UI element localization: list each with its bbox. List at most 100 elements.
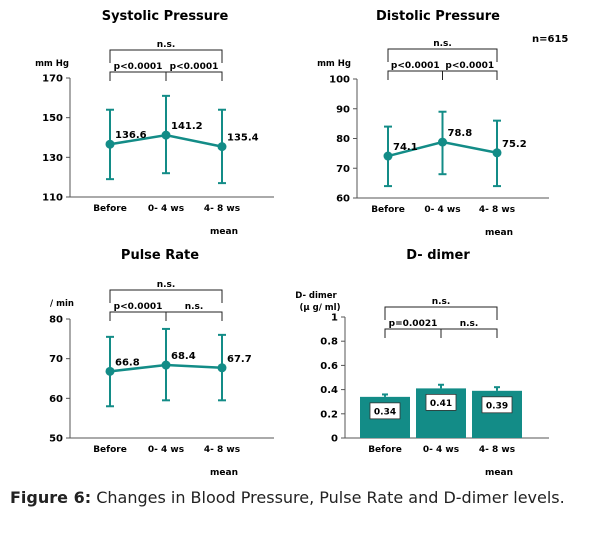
data-label: 75.2: [502, 139, 527, 150]
significance-label: n.s.: [433, 39, 452, 49]
data-label: 67.7: [227, 354, 252, 365]
significance-bracket: [165, 311, 223, 321]
data-label-box: [425, 393, 457, 411]
data-label-box: [481, 396, 513, 414]
significance-bracket: [384, 306, 498, 320]
significance-label: p<0.0001: [114, 62, 163, 72]
sample-size-label: n=615: [532, 34, 568, 45]
y-tick-label: 70: [49, 354, 63, 365]
data-label: 135.4: [227, 133, 259, 144]
y-tick-label: 80: [49, 315, 63, 326]
significance-bracket: [442, 70, 498, 80]
significance-label: n.s.: [157, 280, 176, 290]
significance-bracket: [440, 328, 498, 338]
x-axis-label: mean: [485, 228, 513, 238]
data-label: 0.39: [486, 401, 508, 411]
significance-label: n.s.: [157, 40, 176, 50]
significance-bracket: [387, 48, 498, 62]
x-tick-label: 0- 4 ws: [148, 204, 184, 214]
significance-bracket: [165, 71, 223, 81]
data-label-box: [369, 402, 401, 420]
significance-bracket: [384, 328, 442, 338]
y-tick-label: 60: [49, 394, 63, 405]
y-tick-label: 150: [42, 113, 63, 124]
x-tick-label: 4- 8 ws: [479, 445, 515, 455]
y-tick-label: 90: [336, 104, 350, 115]
y-tick-label: 100: [329, 75, 350, 86]
significance-label: n.s.: [432, 297, 451, 307]
data-label: 0.41: [430, 399, 452, 409]
data-label: 74.1: [393, 142, 418, 153]
y-axis-unit-label: (μ g/ ml): [300, 303, 341, 313]
x-tick-label: 0- 4 ws: [423, 445, 459, 455]
y-tick-label: 0.6: [320, 361, 338, 372]
data-point: [161, 130, 171, 140]
significance-bracket: [109, 289, 223, 303]
caption-text: Changes in Blood Pressure, Pulse Rate an…: [91, 488, 565, 507]
panel-systolic: Systolic Pressure mm Hg 110 130 150 170 Before…: [35, 9, 274, 237]
x-axis-label: mean: [210, 227, 238, 237]
data-point: [105, 139, 115, 149]
data-label: 141.2: [171, 121, 203, 132]
chart-title: Systolic Pressure: [102, 9, 229, 24]
panel-diastolic: Distolic Pressure mm Hg 60 70 80 90 100 Before 0…: [317, 9, 549, 238]
data-label: 68.4: [171, 351, 196, 362]
y-axis-label: / min: [50, 299, 74, 309]
y-tick-label: 130: [42, 153, 63, 164]
data-label: 66.8: [115, 357, 140, 368]
x-tick-label: 4- 8 ws: [204, 445, 240, 455]
x-axis-label: mean: [485, 468, 513, 478]
y-tick-label: 0.8: [320, 337, 338, 348]
significance-label: p<0.0001: [114, 302, 163, 312]
y-axis-label: mm Hg: [35, 59, 69, 69]
y-tick-label: 170: [42, 74, 63, 85]
panel-pulse: Pulse Rate / min 50 60 70 80 Before 0- 4 ws 4- 8…: [49, 248, 274, 478]
data-point: [105, 366, 115, 376]
data-point: [438, 137, 447, 147]
data-point: [217, 142, 227, 152]
caption-label: Figure 6:: [10, 488, 92, 507]
x-tick-label: 4- 8 ws: [479, 205, 515, 215]
significance-bracket: [109, 71, 167, 81]
data-label: 78.8: [448, 128, 473, 139]
y-tick-label: 0.2: [320, 409, 338, 420]
significance-label: n.s.: [185, 302, 204, 312]
chart-title: Pulse Rate: [121, 248, 199, 263]
data-label: 136.6: [115, 130, 147, 141]
y-tick-label: 50: [49, 434, 63, 445]
data-point: [217, 363, 227, 373]
y-tick-label: 1: [331, 313, 338, 324]
significance-label: n.s.: [460, 319, 479, 329]
x-tick-label: Before: [93, 445, 127, 455]
chart-title: Distolic Pressure: [376, 9, 500, 24]
data-label: 0.34: [374, 407, 396, 417]
panel-ddimer: D- dimer D- dimer (μ g/ ml) 0 0.2 0.4 0.6 0.8 1 B…: [295, 248, 549, 478]
x-tick-label: Before: [93, 204, 127, 214]
significance-bracket: [109, 311, 167, 321]
chart-title: D- dimer: [406, 248, 470, 263]
y-tick-label: 60: [336, 194, 350, 205]
significance-label: p<0.0001: [391, 61, 440, 71]
x-tick-label: 0- 4 ws: [424, 205, 460, 215]
x-tick-label: Before: [368, 445, 402, 455]
y-axis-label: D- dimer: [295, 291, 337, 301]
x-tick-label: 4- 8 ws: [204, 204, 240, 214]
significance-bracket: [387, 70, 443, 80]
significance-label: p=0.0021: [389, 319, 438, 329]
y-tick-label: 110: [42, 193, 63, 204]
x-tick-label: Before: [371, 205, 405, 215]
y-tick-label: 80: [336, 134, 350, 145]
y-tick-label: 0: [331, 434, 338, 445]
y-axis-label: mm Hg: [317, 59, 351, 69]
y-tick-label: 70: [336, 164, 350, 175]
data-point: [161, 360, 171, 370]
x-axis-label: mean: [210, 468, 238, 478]
y-tick-label: 0.4: [320, 385, 338, 396]
significance-label: p<0.0001: [170, 62, 219, 72]
significance-bracket: [109, 49, 223, 63]
figure-caption: Figure 6: Changes in Blood Pressure, Pul…: [10, 486, 588, 510]
x-tick-label: 0- 4 ws: [148, 445, 184, 455]
significance-label: p<0.0001: [445, 61, 494, 71]
data-point: [383, 151, 393, 161]
